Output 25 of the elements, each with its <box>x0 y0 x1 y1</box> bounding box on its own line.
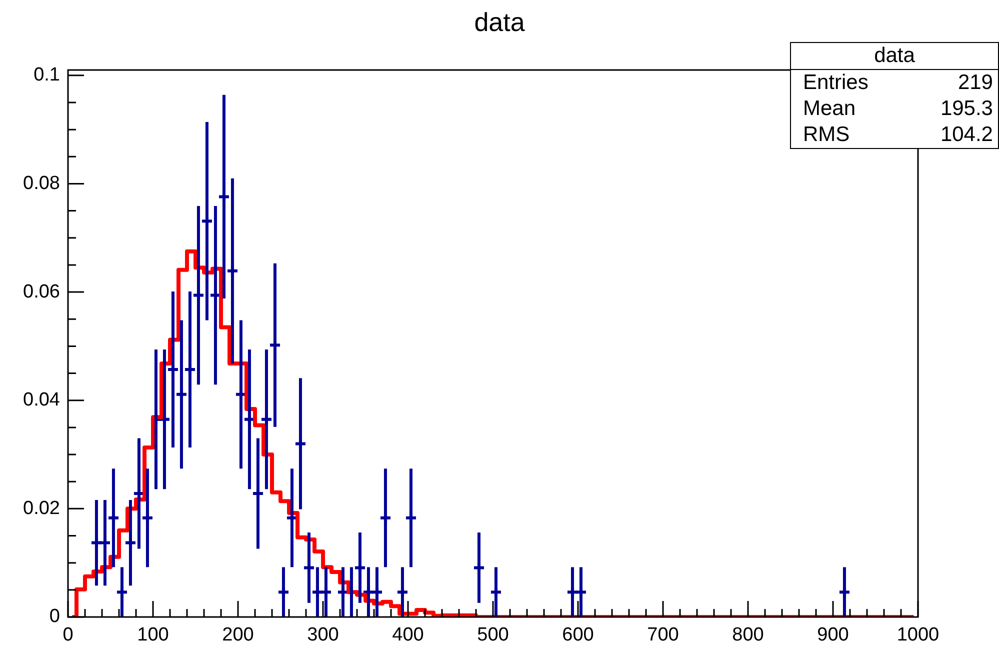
y-tick-label: 0.06 <box>23 281 60 302</box>
x-tick-label: 100 <box>137 624 169 646</box>
annotation: Entries <box>803 70 868 96</box>
text: 219 <box>958 70 993 96</box>
text: 195.3 <box>940 96 993 122</box>
x-tick-label: 1000 <box>896 624 940 646</box>
annotation: Mean <box>803 96 856 122</box>
x-tick-label: 0 <box>62 624 74 646</box>
x-tick-label: 200 <box>222 624 254 646</box>
x-tick-label: 800 <box>732 624 764 646</box>
y-tick-label: 0.08 <box>23 172 60 194</box>
x-tick-label: 600 <box>562 624 594 646</box>
y-tick-label: 0.1 <box>34 64 60 86</box>
y-tick-label: 0.04 <box>23 390 60 411</box>
annotation: RMS <box>803 122 850 148</box>
text: 104.2 <box>940 122 993 148</box>
y-tick-label: 0 <box>49 606 60 628</box>
x-tick-label: 300 <box>307 624 339 646</box>
x-tick-label: 500 <box>477 624 509 646</box>
y-tick-label: 0.02 <box>23 498 60 519</box>
x-tick-label: 700 <box>647 624 679 646</box>
x-tick-label: 900 <box>817 624 849 646</box>
text: data <box>791 43 998 70</box>
x-tick-label: 400 <box>392 624 424 646</box>
chart-title: data <box>473 6 526 38</box>
